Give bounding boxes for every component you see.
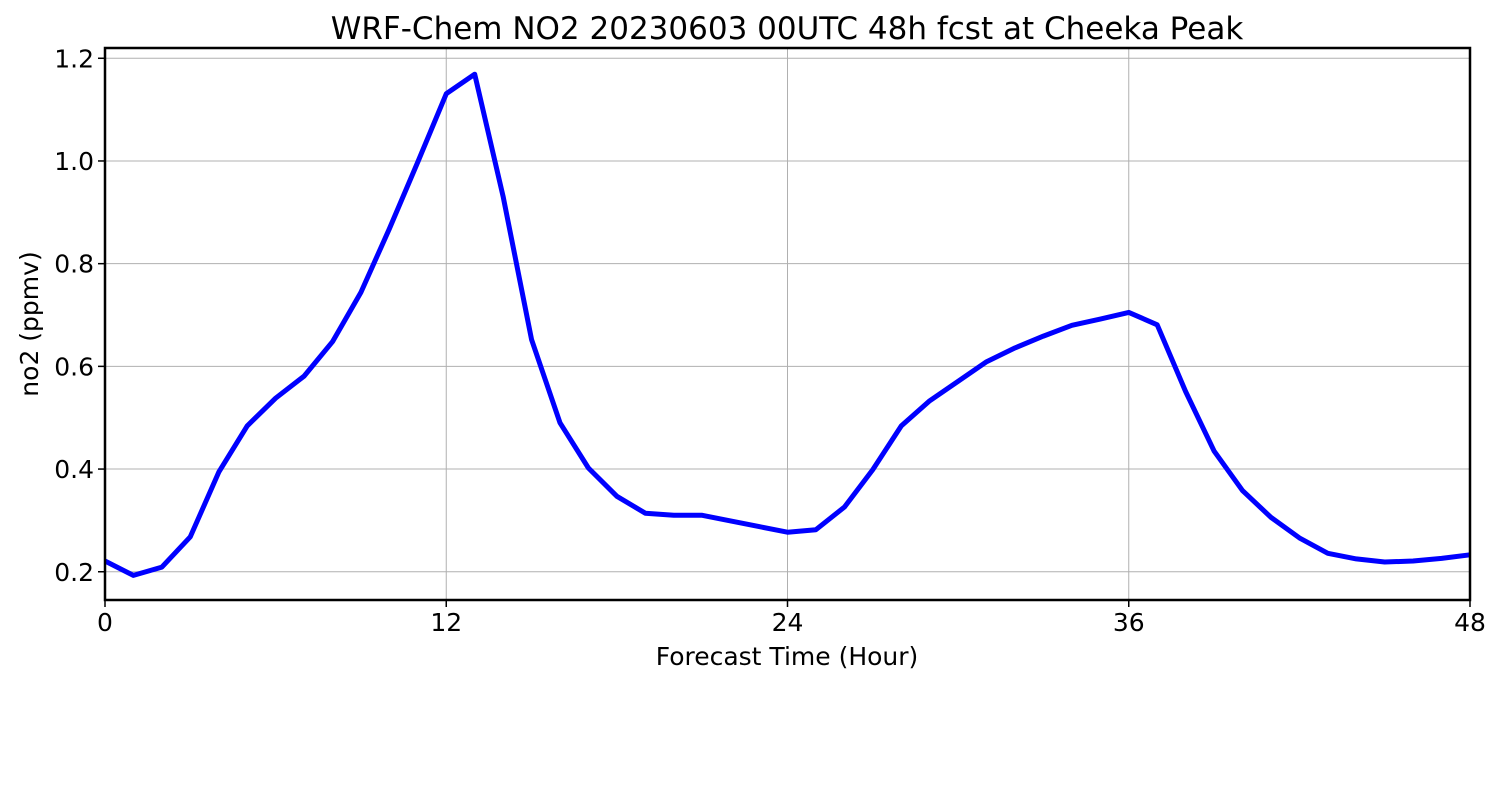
series-layer	[103, 71, 1471, 578]
x-tick-label: 24	[772, 608, 804, 637]
x-axis-ticks: 0 12 24 36 48	[97, 600, 1486, 637]
grid-layer	[104, 48, 1471, 600]
y-axis-label: no2 (ppmv)	[15, 251, 44, 396]
x-tick-label: 0	[97, 608, 113, 637]
y-axis-ticks: 0.2 0.4 0.6 0.8 1.0 1.2	[54, 44, 105, 587]
y-tick-label: 0.6	[54, 352, 94, 381]
y-tick-label: 1.2	[54, 44, 94, 73]
y-tick-label: 0.2	[54, 558, 94, 587]
y-tick-label: 0.8	[54, 250, 94, 279]
x-axis-label: Forecast Time (Hour)	[656, 642, 919, 671]
no2-series-line	[103, 71, 1471, 578]
chart-title: WRF-Chem NO2 20230603 00UTC 48h fcst at …	[331, 11, 1244, 47]
y-tick-label: 0.4	[54, 455, 94, 484]
x-tick-label: 36	[1113, 608, 1145, 637]
y-tick-label: 1.0	[54, 147, 94, 176]
x-tick-label: 12	[430, 608, 462, 637]
x-tick-label: 48	[1454, 608, 1486, 637]
